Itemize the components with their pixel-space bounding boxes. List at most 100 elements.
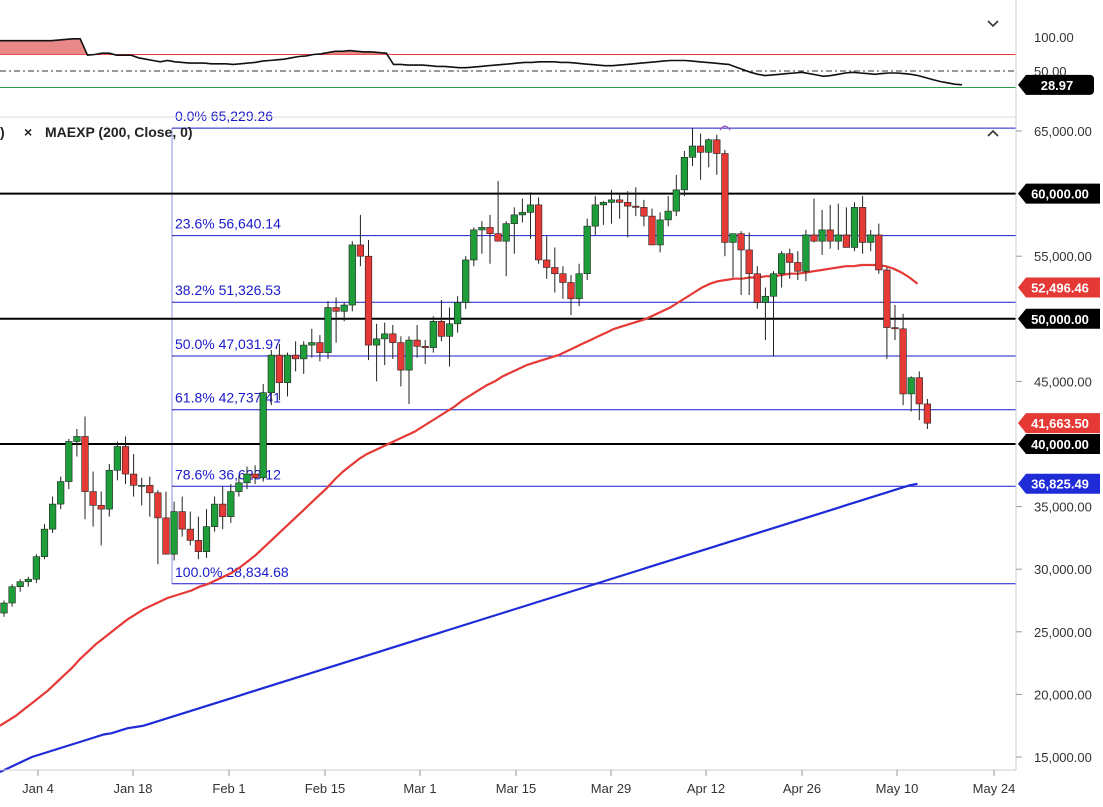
candle	[705, 138, 713, 168]
osc-line	[0, 37, 963, 86]
oscillator-pane	[0, 37, 1016, 88]
candle-body	[162, 517, 170, 555]
candle	[470, 227, 478, 267]
candle	[559, 266, 567, 299]
candle-body	[113, 446, 121, 471]
candle	[818, 209, 826, 255]
candle-body	[170, 511, 178, 555]
candle	[300, 341, 308, 374]
price-pane: 0.0% 65,229.26 23.6% 56,640.14 38.2% 51,32…	[0, 108, 1016, 773]
candle-body	[40, 528, 49, 557]
candle-body	[834, 234, 842, 242]
candle	[769, 271, 778, 357]
candle-body	[810, 234, 818, 242]
fib-level-label: 78.6% 36,623.12	[175, 466, 281, 482]
fib-level-label: 61.8% 42,737.41	[175, 390, 281, 406]
candle-body	[599, 202, 607, 206]
candle	[8, 584, 16, 607]
candle	[154, 490, 162, 565]
x-tick-label: Jan 4	[22, 781, 54, 796]
candle	[915, 371, 923, 421]
candle-body	[421, 346, 429, 348]
candle	[186, 511, 194, 546]
candle-body	[591, 204, 599, 227]
candle	[283, 352, 292, 397]
x-tick-label: Jan 18	[113, 781, 152, 796]
candle-body	[243, 473, 251, 484]
price-badge-shape	[1018, 413, 1100, 434]
candle	[510, 207, 518, 254]
candle	[664, 196, 672, 227]
candle-body	[583, 225, 591, 275]
candle-body	[194, 540, 203, 552]
candle	[356, 214, 365, 267]
ma200-line	[0, 482, 918, 773]
price-badge-value: 41,663.50	[1031, 416, 1089, 431]
candle-body	[850, 207, 859, 248]
candle	[478, 221, 486, 254]
candle	[16, 579, 24, 592]
level-badge: 60,000.00	[1018, 183, 1100, 204]
candle	[324, 301, 332, 359]
candle-body	[624, 202, 632, 207]
candle	[615, 194, 624, 219]
candle-body	[494, 233, 502, 242]
candle	[607, 189, 616, 224]
candle-body	[138, 485, 146, 487]
candle-body	[235, 482, 243, 492]
candle	[89, 471, 97, 527]
price-value-badge: 36,825.49	[1018, 473, 1100, 494]
candle-body	[16, 581, 24, 588]
chevron-up-icon[interactable]	[987, 129, 999, 137]
candle-body	[308, 342, 316, 346]
candle	[551, 247, 559, 293]
candle	[842, 207, 850, 248]
candle	[777, 251, 786, 288]
candle	[308, 328, 316, 358]
candle-body	[794, 262, 802, 272]
candle-body	[842, 234, 850, 248]
candle	[348, 241, 356, 312]
candle	[130, 454, 138, 497]
fib-anchor-marker	[719, 125, 731, 131]
candle	[170, 501, 178, 561]
candle-body	[97, 505, 105, 510]
candle-body	[551, 267, 559, 275]
close-icon[interactable]: ×	[24, 124, 32, 140]
candle	[729, 233, 737, 278]
candle	[178, 496, 186, 537]
candle-body	[275, 354, 284, 383]
candle-body	[575, 273, 583, 300]
candle	[518, 198, 526, 223]
price-value-badge: 41,663.50	[1018, 413, 1100, 434]
candle-body	[348, 244, 356, 306]
candle	[316, 335, 324, 362]
y-tick-label: 35,000.00	[1034, 500, 1092, 515]
candle-body	[340, 304, 348, 312]
candle-body	[559, 273, 567, 283]
candle	[397, 336, 405, 387]
candle	[113, 441, 121, 481]
candle-body	[381, 333, 389, 340]
candle-body	[713, 139, 721, 154]
y-tick-label: 45,000.00	[1034, 374, 1092, 389]
candle-body	[413, 339, 421, 347]
candle-body	[65, 441, 73, 482]
candle-body	[178, 511, 186, 530]
candle	[251, 465, 259, 485]
x-tick-label: Mar 1	[403, 781, 436, 796]
candle	[364, 239, 373, 361]
candle-body	[867, 234, 875, 243]
candle-body	[372, 338, 381, 346]
chevron-down-icon[interactable]	[987, 20, 999, 28]
candle-body	[526, 204, 535, 213]
candle	[534, 197, 543, 264]
candle-body	[705, 139, 713, 153]
candle-body	[486, 227, 494, 234]
candle	[40, 524, 49, 560]
candle-body	[518, 212, 526, 216]
candle	[437, 300, 446, 342]
osc-tick-label: 100.00	[1034, 30, 1074, 45]
candle-body	[632, 205, 640, 208]
